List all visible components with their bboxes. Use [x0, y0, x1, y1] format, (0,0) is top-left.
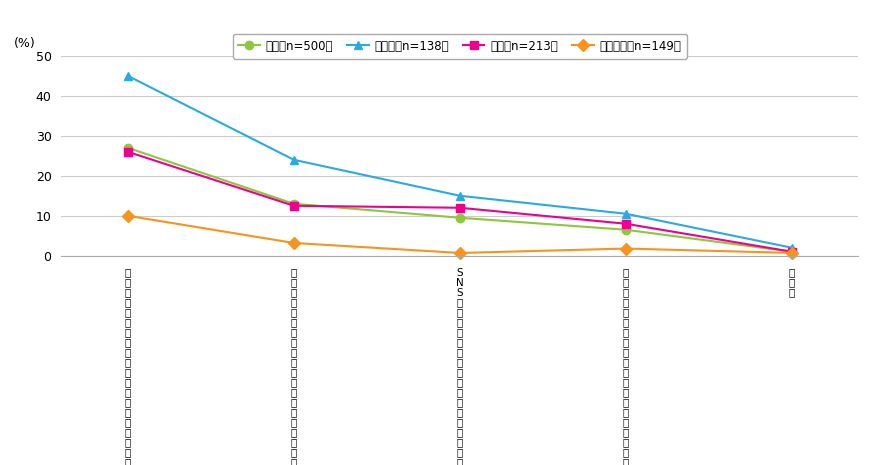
Text: (%): (%): [13, 37, 35, 50]
高導入（n=138）: [123, 73, 133, 79]
導入なし（n=149）: [455, 250, 465, 256]
全体（n=500）: [288, 201, 299, 206]
導入（n=213）: [621, 221, 632, 226]
Line: 導入（n=213）: 導入（n=213）: [124, 147, 796, 256]
導入なし（n=149）: [621, 246, 632, 252]
導入（n=213）: [123, 149, 133, 154]
高導入（n=138）: [787, 245, 797, 251]
高導入（n=138）: [621, 211, 632, 217]
Line: 高導入（n=138）: 高導入（n=138）: [124, 72, 796, 252]
Legend: 全体（n=500）, 高導入（n=138）, 導入（n=213）, 導入なし（n=149）: 全体（n=500）, 高導入（n=138）, 導入（n=213）, 導入なし（n…: [232, 33, 688, 59]
導入（n=213）: [288, 203, 299, 209]
全体（n=500）: [621, 227, 632, 232]
全体（n=500）: [455, 215, 465, 220]
全体（n=500）: [123, 145, 133, 151]
導入（n=213）: [787, 249, 797, 254]
導入なし（n=149）: [123, 213, 133, 219]
導入（n=213）: [455, 205, 465, 211]
高導入（n=138）: [455, 193, 465, 199]
高導入（n=138）: [288, 157, 299, 163]
Line: 導入なし（n=149）: 導入なし（n=149）: [124, 212, 796, 257]
導入なし（n=149）: [288, 240, 299, 246]
Line: 全体（n=500）: 全体（n=500）: [124, 144, 796, 256]
全体（n=500）: [787, 249, 797, 254]
導入なし（n=149）: [787, 250, 797, 256]
